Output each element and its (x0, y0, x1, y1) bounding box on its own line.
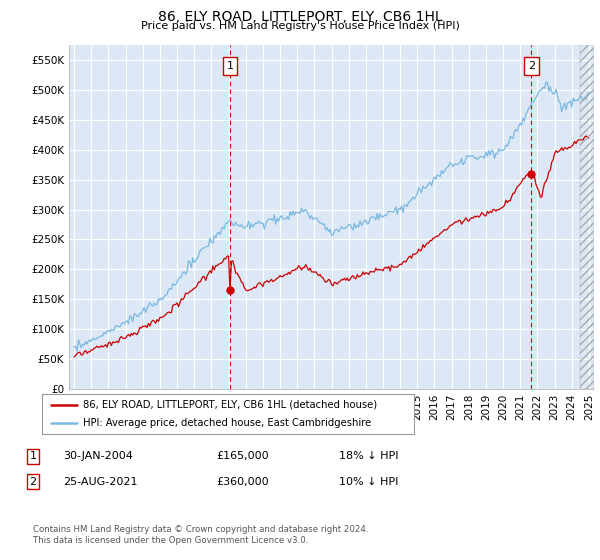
Text: 86, ELY ROAD, LITTLEPORT, ELY, CB6 1HL (detached house): 86, ELY ROAD, LITTLEPORT, ELY, CB6 1HL (… (83, 400, 377, 409)
Text: Price paid vs. HM Land Registry's House Price Index (HPI): Price paid vs. HM Land Registry's House … (140, 21, 460, 31)
Text: 30-JAN-2004: 30-JAN-2004 (63, 451, 133, 461)
Text: 2: 2 (29, 477, 37, 487)
Text: £165,000: £165,000 (216, 451, 269, 461)
Text: HPI: Average price, detached house, East Cambridgeshire: HPI: Average price, detached house, East… (83, 418, 371, 428)
Text: 25-AUG-2021: 25-AUG-2021 (63, 477, 137, 487)
Text: 10% ↓ HPI: 10% ↓ HPI (339, 477, 398, 487)
Text: 18% ↓ HPI: 18% ↓ HPI (339, 451, 398, 461)
Text: 2: 2 (528, 61, 535, 71)
Text: 1: 1 (226, 61, 233, 71)
Text: Contains HM Land Registry data © Crown copyright and database right 2024.
This d: Contains HM Land Registry data © Crown c… (33, 525, 368, 545)
Text: 1: 1 (29, 451, 37, 461)
Text: £360,000: £360,000 (216, 477, 269, 487)
Text: 86, ELY ROAD, LITTLEPORT, ELY, CB6 1HL: 86, ELY ROAD, LITTLEPORT, ELY, CB6 1HL (158, 10, 442, 24)
